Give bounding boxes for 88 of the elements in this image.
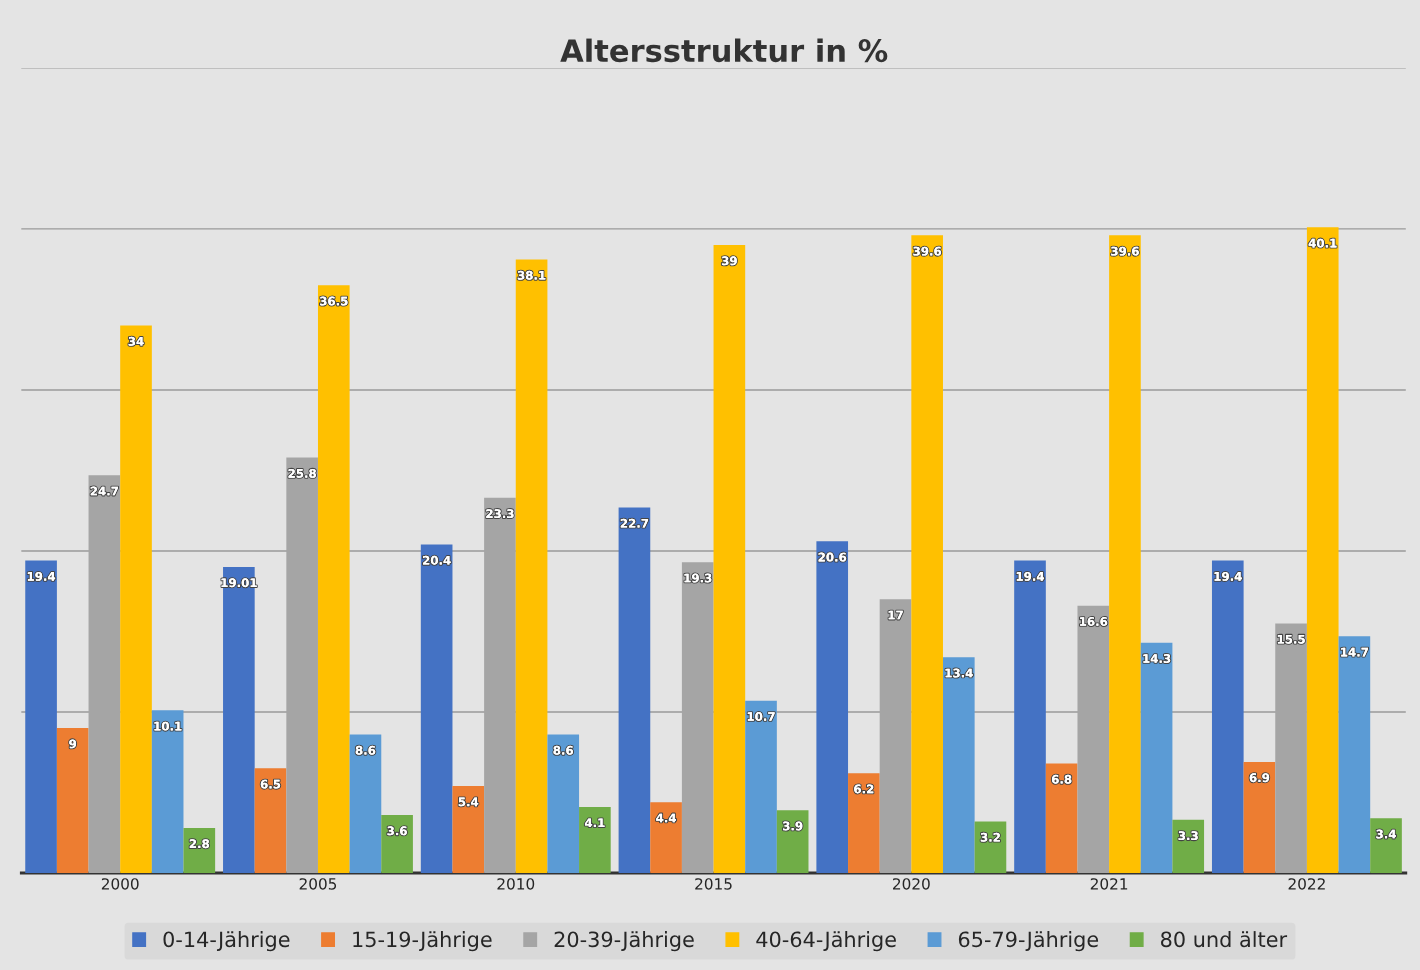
data-label: 10.1 [154,721,182,731]
bar [151,710,184,873]
data-label: 3.4 [1376,829,1396,839]
data-label: 3.2 [980,832,1000,842]
data-label: 17 [888,610,903,620]
bar [1211,560,1244,873]
data-label: 8.6 [553,745,574,755]
data-label: 39 [721,256,737,266]
bar [349,734,382,873]
data-label: 39.6 [1111,246,1139,256]
bar [1370,818,1402,873]
data-label: 3.9 [783,821,803,831]
data-label: 22.7 [620,518,649,528]
bar [816,541,849,873]
x-tick-label: 2005 [299,878,337,890]
bar [1338,636,1371,873]
data-label: 4.1 [584,818,605,828]
legend-label: 20-39-Jährige [554,931,694,952]
data-label: 20.6 [818,552,847,562]
x-tick-label: 2000 [101,878,139,890]
bar [1243,761,1276,873]
data-label: 16.6 [1080,617,1108,626]
legend-label: 0-14-Jährige [163,931,290,952]
data-label: 15.5 [1277,634,1305,644]
data-label: 19.4 [1214,571,1242,581]
legend-label: 40-64-Jährige [756,931,896,952]
bar [848,773,880,873]
data-label: 6.8 [1051,774,1072,784]
x-tick-label: 2020 [893,878,930,890]
data-label: 23.3 [486,509,514,519]
data-label: 24.7 [90,486,118,496]
bar [317,285,350,873]
bar [1140,642,1173,873]
data-label: 19.4 [27,571,56,581]
bar [650,802,682,873]
bar [25,560,57,873]
data-label: 10.7 [747,712,775,721]
data-label: 9 [69,739,77,749]
bar [911,235,943,873]
bar [713,245,746,873]
data-label: 5.4 [458,797,479,807]
data-label: 2.8 [189,839,210,849]
data-label: 40.1 [1308,238,1337,248]
data-label: 19.4 [1016,571,1045,581]
data-label: 6.5 [260,779,281,789]
bar [776,810,809,873]
bar [745,700,777,873]
legend-label: 65-79-Jährige [958,931,1099,952]
data-label: 34 [128,336,144,346]
bar [547,734,580,873]
data-label: 6.9 [1249,773,1270,783]
x-tick-label: 2010 [497,878,535,890]
bar [1109,235,1141,873]
data-label: 13.4 [945,668,973,678]
bar [515,259,548,873]
data-label: 4.4 [656,813,676,823]
bar [1014,560,1046,873]
chart-title: Altersstruktur in % [560,38,888,63]
data-label: 14.7 [1341,647,1368,657]
bar [223,566,255,873]
bar [254,768,287,873]
bar [452,786,485,873]
bar [56,728,89,873]
data-label: 39.6 [913,246,942,256]
bar [420,544,453,873]
data-label: 14.3 [1143,654,1171,663]
legend-label: 80 und älter [1161,931,1288,948]
bar [942,657,975,873]
bar [1306,227,1339,873]
x-tick-label: 2015 [695,878,732,890]
data-label: 3.6 [387,826,407,836]
bar [381,815,413,873]
bar [618,507,651,873]
data-label: 8.6 [355,745,376,755]
data-label: 3.3 [1178,831,1198,841]
data-label: 20.4 [423,555,451,565]
data-label: 6.2 [854,784,874,794]
data-label: 36.5 [320,296,348,306]
bar [1045,763,1078,873]
bar [1172,819,1205,873]
data-label: 19.3 [684,573,712,583]
x-tick-label: 2021 [1090,878,1128,890]
data-label: 25.8 [288,468,316,478]
bar [120,325,152,873]
data-label: 38.1 [517,270,546,280]
legend-label: 15-19-Jährige [353,931,492,952]
bar [579,806,611,873]
x-tick-label: 2022 [1288,878,1325,890]
